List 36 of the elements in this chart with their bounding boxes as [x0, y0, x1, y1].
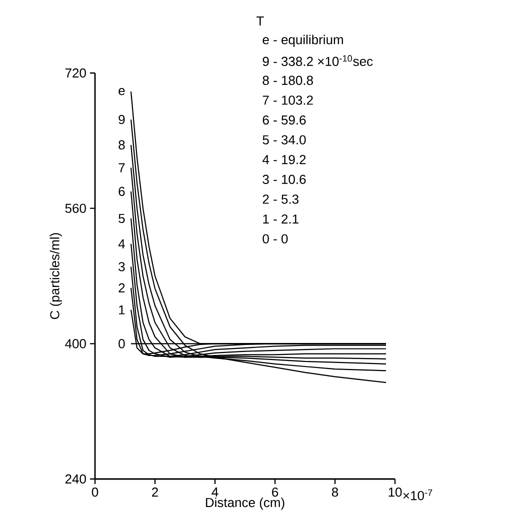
x-tick-label: 0 [92, 488, 98, 497]
x-tick-label: 4 [212, 488, 218, 496]
annotation: 6 - 59.6 [262, 115, 306, 125]
text: T [256, 16, 264, 26]
series-label: 4 [118, 239, 125, 248]
annotation: 1 - 2.1 [263, 214, 298, 224]
annotation: 0 - 0 [262, 234, 288, 244]
annotation: 2 - 5.3 [262, 194, 298, 204]
series-label: 8 [118, 140, 125, 150]
text: 9 - 338.2 ×10$^{-10}$sec [262, 55, 373, 66]
series-label: 3 [118, 262, 125, 272]
series-label: 5 [118, 214, 125, 224]
annotation: 3 - 10.6 [262, 174, 306, 184]
y-tick-label: 560 [65, 204, 86, 213]
x-tick-label: 6 [272, 488, 278, 497]
series-label: 7 [118, 163, 125, 172]
y-tick-label: 400 [65, 339, 86, 348]
annotation: 7 - 103.2 [262, 96, 313, 105]
series-label: e [118, 88, 125, 96]
annotation: 5 - 34.0 [262, 135, 306, 144]
x-tick-label: 10 [388, 488, 402, 497]
x-tick-label: 8 [332, 488, 338, 497]
text: e - equilibrium [262, 34, 343, 47]
series-label: 6 [118, 186, 125, 196]
annotation: 4 - 19.2 [262, 154, 306, 164]
y-tick-label: 240 [65, 474, 86, 484]
x-tick-label: 2 [152, 488, 158, 497]
series-label: 9 [118, 114, 125, 124]
y-tick-label: 720 [65, 68, 86, 78]
y-axis-title: C (particles/ml) [50, 233, 62, 320]
text: ×10$^{-7}$ [403, 489, 432, 500]
x-axis-title: Distance (cm) [206, 498, 284, 510]
series-label: 2 [118, 283, 125, 292]
series-label: 1 [119, 305, 125, 314]
annotation: 8 - 180.8 [262, 76, 313, 85]
legend-label: 0 [118, 339, 125, 348]
